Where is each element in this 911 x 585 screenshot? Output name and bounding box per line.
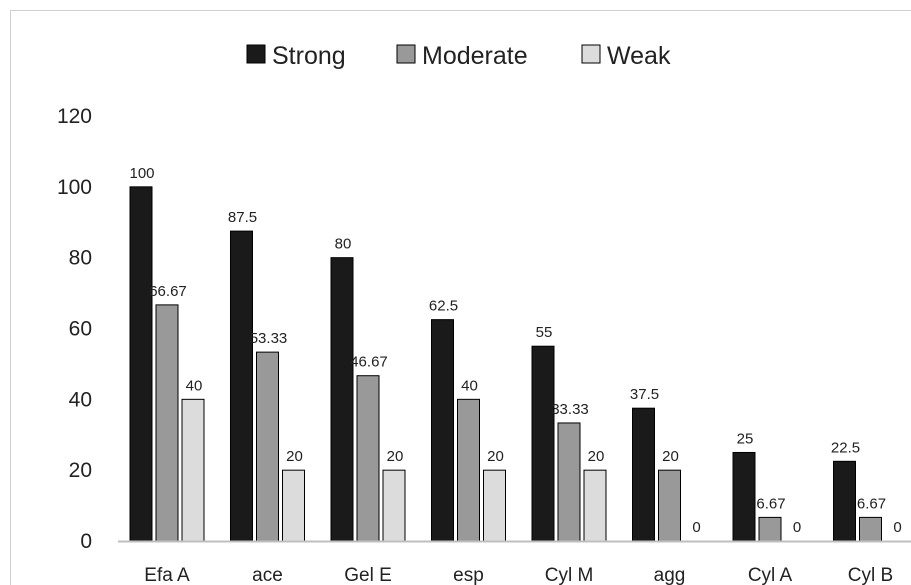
data-label: 62.5 (429, 298, 458, 315)
bar-moderate (658, 469, 681, 542)
bar-weak (483, 469, 506, 542)
data-label: 25 (737, 430, 754, 447)
data-label: 40 (186, 377, 203, 394)
data-label: 100 (129, 165, 154, 182)
bar-strong (632, 407, 655, 542)
bar-strong (833, 460, 856, 542)
x-tick-label: Cyl A (748, 565, 793, 585)
data-label: 0 (793, 519, 801, 536)
legend: Strong Moderate Weak (246, 42, 671, 70)
bar-weak (282, 469, 305, 542)
bar-strong (431, 319, 454, 542)
bar-moderate (758, 516, 782, 542)
x-tick-label: ace (252, 565, 283, 585)
x-tick-label: Efa A (144, 565, 190, 585)
bar-moderate (457, 398, 480, 542)
y-tick-label: 80 (69, 247, 92, 270)
data-label: 20 (588, 448, 605, 465)
data-label: 80 (335, 236, 352, 253)
data-label: 0 (893, 519, 901, 536)
x-tick-label: Cyl B (848, 565, 893, 585)
bar-moderate (859, 516, 882, 542)
y-tick-label: 40 (69, 388, 92, 411)
data-label: 40 (461, 377, 478, 394)
bar-strong (330, 257, 354, 542)
legend-label-weak: Weak (607, 42, 671, 70)
bar-moderate (256, 351, 279, 542)
data-label: 20 (487, 448, 504, 465)
y-tick-label: 120 (57, 105, 92, 128)
bar-strong (732, 451, 756, 542)
bar-moderate (356, 375, 380, 542)
x-axis: Efa A ace Gel E esp Cyl M agg Cyl A Cyl B (118, 540, 911, 585)
data-label: 33.33 (551, 401, 589, 418)
x-tick-label: Cyl M (545, 565, 594, 585)
data-label: 46.67 (350, 354, 388, 371)
bar-moderate (155, 304, 179, 542)
y-axis: 0 20 40 60 80 100 120 (57, 105, 92, 553)
bar-weak (382, 469, 406, 542)
data-label: 87.5 (228, 209, 257, 226)
bar-weak (181, 398, 205, 542)
legend-label-strong: Strong (272, 42, 346, 70)
y-tick-label: 60 (69, 318, 92, 341)
y-tick-label: 0 (80, 530, 92, 553)
bar-strong (129, 186, 153, 542)
y-tick-label: 20 (69, 459, 92, 482)
bar-moderate (557, 422, 581, 542)
data-label: 66.67 (149, 283, 187, 300)
data-label: 0 (692, 519, 700, 536)
data-label: 55 (536, 324, 553, 341)
data-label: 22.5 (831, 439, 860, 456)
legend-swatch-moderate (396, 44, 416, 64)
data-label: 20 (286, 448, 303, 465)
bar-strong (531, 345, 555, 542)
legend-swatch-strong (246, 44, 266, 64)
legend-swatch-weak (581, 44, 601, 64)
data-label: 20 (662, 448, 679, 465)
x-tick-label: agg (654, 565, 686, 585)
x-tick-label: esp (453, 565, 484, 585)
data-label: 6.67 (857, 495, 886, 512)
bar-strong (230, 230, 253, 542)
legend-label-moderate: Moderate (422, 42, 528, 70)
data-label: 6.67 (756, 495, 785, 512)
data-labels: 100 66.67 40 87.5 53.33 20 80 46.67 20 62.5 40 20 55… (129, 165, 901, 536)
bar-weak (583, 469, 607, 542)
x-tick-label: Gel E (344, 565, 392, 585)
data-label: 37.5 (630, 386, 659, 403)
y-tick-label: 100 (57, 176, 92, 199)
data-label: 20 (387, 448, 404, 465)
data-label: 53.33 (250, 330, 288, 347)
